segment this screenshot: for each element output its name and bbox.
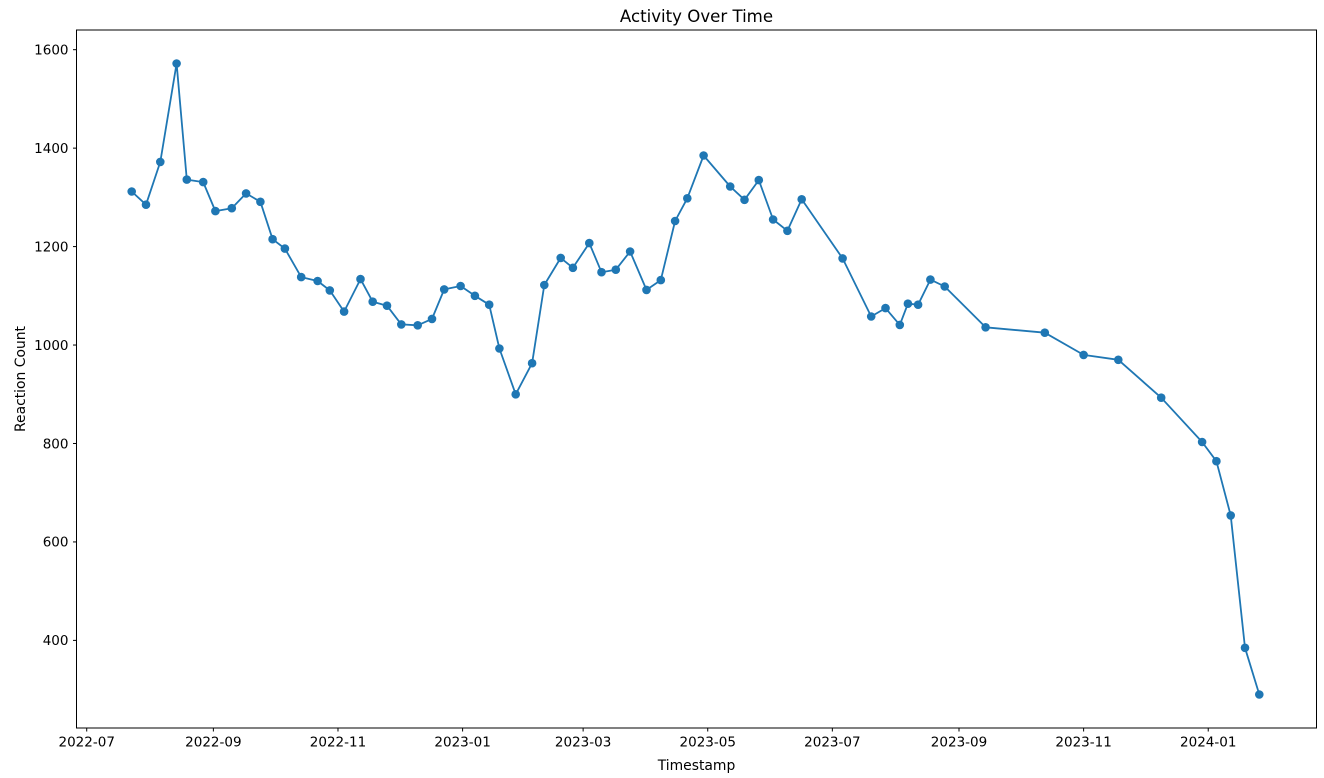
data-point-marker — [881, 303, 890, 313]
data-point-marker — [670, 216, 680, 226]
data-point-marker — [296, 272, 306, 282]
data-point-marker — [611, 265, 621, 275]
data-point-marker — [783, 226, 792, 236]
data-point-marker — [940, 282, 949, 291]
y-tick-label: 1400 — [34, 141, 68, 157]
chart-line — [130, 62, 1261, 696]
data-point-marker — [313, 276, 322, 286]
data-point-marker — [172, 59, 181, 68]
data-point-marker — [642, 285, 651, 295]
x-tick-label: 2022-09 — [185, 735, 241, 751]
data-point-marker — [368, 297, 378, 307]
data-point-marker — [656, 275, 666, 285]
data-point-marker — [413, 321, 423, 330]
x-tick-label: 2023-05 — [680, 735, 736, 751]
data-point-marker — [511, 390, 520, 399]
data-point-marker — [683, 194, 692, 203]
data-point-marker — [427, 314, 437, 324]
data-point-marker — [256, 197, 265, 207]
data-point-marker — [740, 195, 749, 205]
data-series — [127, 59, 1264, 699]
y-tick-label: 1200 — [34, 239, 68, 255]
y-tick-label: 1600 — [34, 42, 68, 58]
data-point-marker — [182, 175, 192, 184]
data-point-marker — [838, 254, 847, 263]
data-point-marker — [439, 285, 449, 294]
data-point-marker — [1240, 643, 1250, 653]
y-tick-label: 400 — [43, 633, 69, 649]
data-point-marker — [926, 275, 935, 284]
data-point-marker — [699, 151, 708, 160]
data-point-marker — [527, 358, 537, 368]
data-point-marker — [1040, 328, 1050, 338]
x-tick-label: 2022-11 — [310, 735, 366, 751]
data-point-marker — [198, 177, 208, 187]
data-point-marker — [540, 280, 549, 290]
data-point-marker — [456, 281, 465, 291]
data-point-marker — [339, 307, 349, 316]
data-point-marker — [1114, 355, 1123, 365]
data-point-marker — [1226, 511, 1235, 520]
data-point-marker — [325, 286, 335, 295]
y-tick-label: 600 — [43, 535, 69, 551]
data-point-marker — [268, 234, 277, 244]
data-point-marker — [866, 312, 876, 321]
data-point-marker — [1197, 437, 1207, 447]
y-axis-label: Reaction Count — [13, 325, 29, 432]
data-point-marker — [227, 203, 237, 213]
x-tick-label: 2022-07 — [59, 735, 115, 751]
data-point-marker — [568, 263, 578, 273]
x-tick-label: 2023-11 — [1055, 735, 1111, 751]
data-point-marker — [597, 267, 606, 277]
x-tick-label: 2023-07 — [804, 735, 860, 751]
data-point-marker — [754, 175, 764, 185]
data-point-marker — [127, 187, 136, 196]
data-point-marker — [1156, 393, 1166, 403]
data-point-marker — [1255, 690, 1264, 699]
data-point-marker — [156, 157, 165, 167]
axes-spines — [76, 29, 1317, 729]
data-point-marker — [211, 206, 220, 216]
data-point-marker — [495, 344, 504, 353]
data-point-marker — [895, 320, 905, 330]
data-point-marker — [556, 253, 565, 263]
axes: 400 600 800 1000 1200 1400 1600 2022-07 2022-09 2… — [34, 29, 1317, 751]
x-tick-label: 2023-09 — [931, 735, 987, 751]
data-point-marker — [981, 323, 990, 332]
data-point-marker — [903, 299, 913, 309]
x-axis-label: Timestamp — [657, 758, 736, 774]
data-point-marker — [1212, 456, 1221, 466]
data-point-marker — [470, 291, 480, 301]
chart-title: Activity Over Time — [620, 7, 773, 26]
data-point-marker — [280, 244, 290, 253]
data-point-marker — [768, 215, 778, 224]
x-tick-label: 2024-01 — [1180, 735, 1236, 751]
data-point-marker — [484, 300, 494, 310]
x-tick-label: 2023-01 — [434, 735, 490, 751]
data-point-marker — [913, 300, 923, 310]
data-point-marker — [397, 320, 406, 329]
data-point-marker — [1079, 350, 1088, 360]
x-tick-label: 2023-03 — [555, 735, 611, 751]
data-point-marker — [356, 274, 365, 284]
data-point-marker — [241, 189, 251, 198]
data-point-marker — [725, 182, 735, 191]
data-point-marker — [797, 195, 806, 204]
y-tick-label: 1000 — [34, 338, 68, 354]
data-point-marker — [382, 301, 392, 311]
data-point-marker — [585, 238, 594, 248]
y-tick-label: 800 — [43, 436, 69, 452]
data-point-marker — [141, 200, 151, 209]
data-point-marker — [625, 247, 635, 256]
